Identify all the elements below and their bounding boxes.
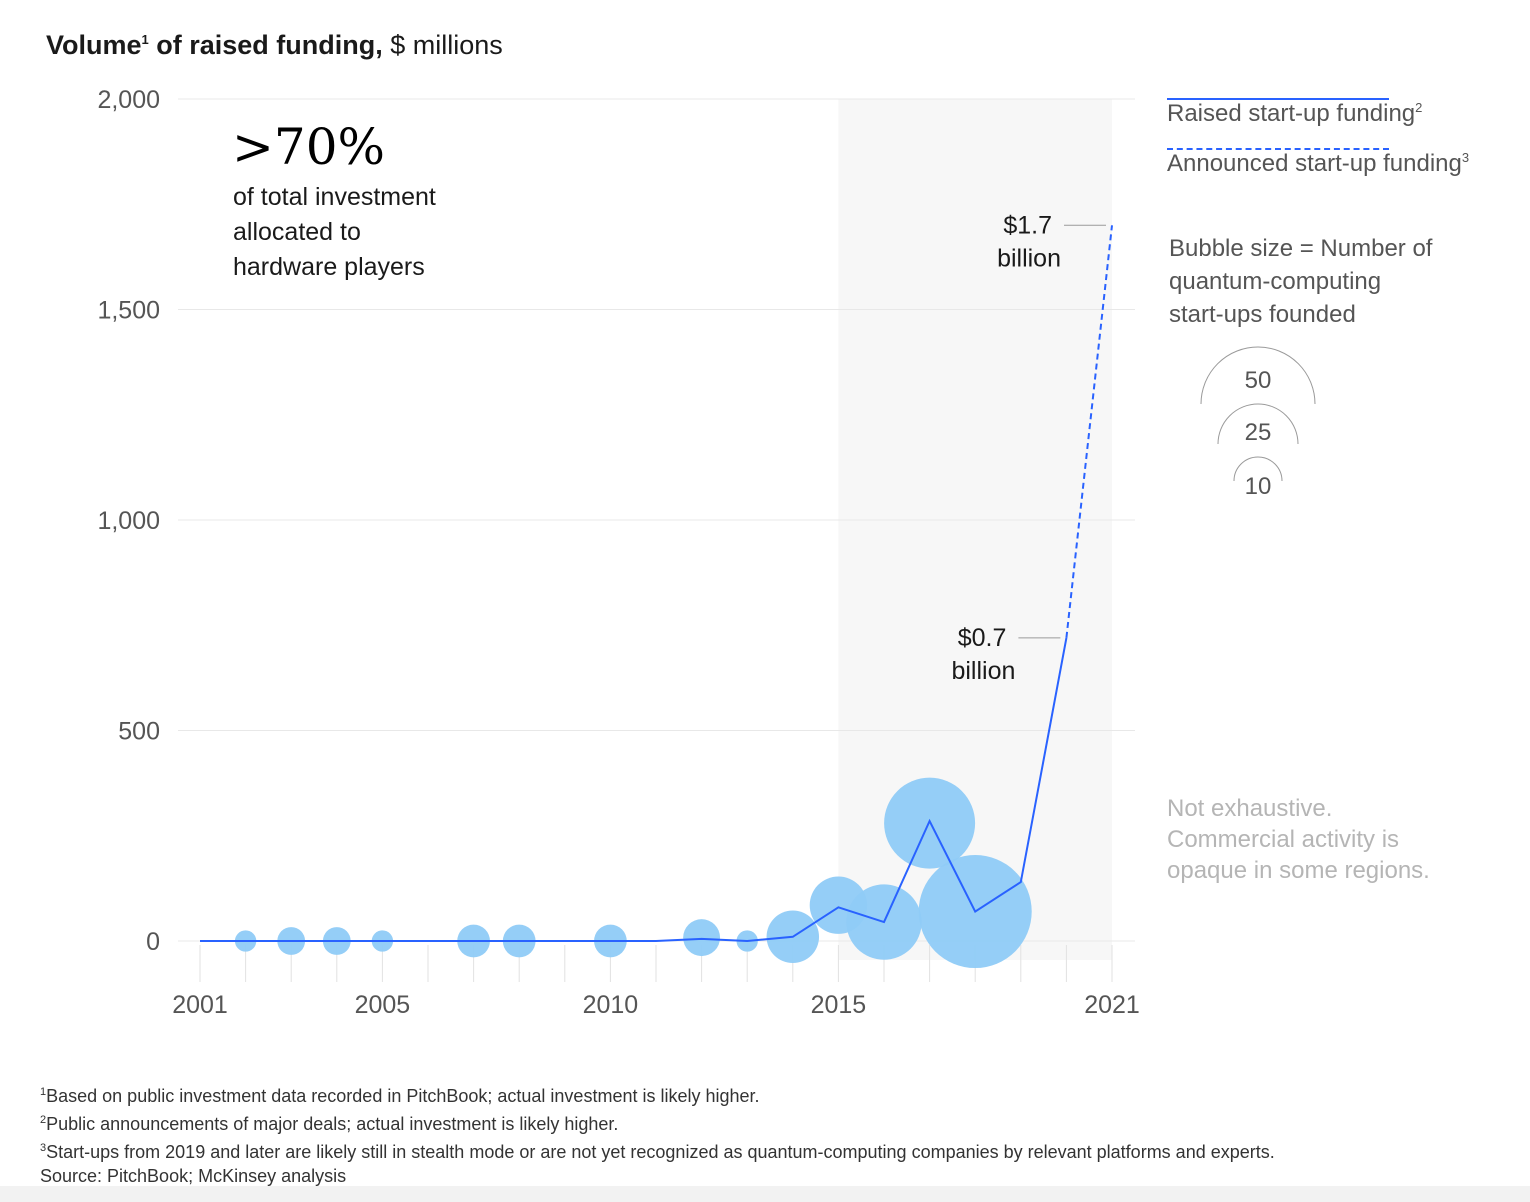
title-unit: $ millions: [382, 30, 503, 60]
y-tick-label: 500: [118, 718, 160, 746]
title-footnote-mark: 1: [141, 32, 149, 47]
callout-line: hardware players: [233, 253, 425, 281]
footnote: 2Public announcements of major deals; ac…: [40, 1108, 1275, 1136]
bubble-title-line: quantum-computing: [1169, 268, 1382, 295]
bubble: [683, 919, 721, 957]
footnote-text: Start-ups from 2019 and later are likely…: [46, 1142, 1275, 1162]
legend-raised-label: Raised start-up funding: [1167, 100, 1416, 127]
footnote: 3Start-ups from 2019 and later are likel…: [40, 1136, 1275, 1164]
footnote-mark: 1: [40, 1086, 47, 1098]
y-tick-label: 1,000: [97, 507, 160, 535]
bubble-legend-arc: [1200, 346, 1316, 405]
footnotes: 1Based on public investment data recorde…: [40, 1080, 1275, 1188]
footnote-mark: 3: [40, 1142, 47, 1154]
legend-announced-label: Announced start-up funding: [1167, 150, 1462, 177]
legend-raised-sup: 2: [1415, 100, 1423, 115]
source-line: Source: PitchBook; McKinsey analysis: [40, 1164, 1275, 1188]
annotation-unit: billion: [951, 657, 1015, 685]
x-tick-label: 2015: [811, 991, 867, 1019]
x-tick-label: 2010: [583, 991, 639, 1019]
footnote-mark: 2: [40, 1114, 47, 1126]
chart-title: Volume1 of raised funding, $ millions: [46, 30, 503, 61]
legend-raised-swatch: [1167, 98, 1389, 100]
title-bold-2: of raised funding,: [148, 30, 383, 60]
legend-announced-sup: 3: [1461, 150, 1470, 165]
bubble-legend-label: 25: [1245, 419, 1272, 446]
note-line: Not exhaustive.: [1167, 795, 1333, 822]
x-tick-label: 2005: [355, 991, 411, 1019]
note-line: Commercial activity is: [1167, 826, 1400, 853]
callout-line: allocated to: [233, 218, 361, 246]
legend-announced-swatch: [1167, 148, 1389, 150]
title-bold: Volume: [46, 30, 142, 60]
callout-percent: >70%: [232, 118, 386, 176]
shaded-period: [838, 99, 1112, 960]
raised-funding-line: [200, 637, 1068, 943]
callout-text: of total investment allocated to hardwar…: [233, 180, 533, 285]
bubble-legend-arc: [1233, 456, 1283, 482]
y-tick-label: 2,000: [97, 86, 160, 114]
y-tick-label: 1,500: [97, 297, 160, 325]
x-tick-label: 2021: [1084, 991, 1140, 1019]
legend-announced: Announced start-up funding3: [1167, 150, 1469, 178]
footnote: 1Based on public investment data recorde…: [40, 1080, 1275, 1108]
x-tick-label: 2001: [172, 991, 228, 1019]
legend-raised: Raised start-up funding2: [1167, 100, 1422, 128]
bubble-legend-label: 50: [1245, 367, 1272, 394]
footnote-text: Public announcements of major deals; act…: [46, 1114, 619, 1134]
bubble-legend-label: 10: [1245, 473, 1272, 500]
annotation-value: $1.7: [1003, 211, 1052, 239]
announced-funding-line: [1065, 225, 1113, 638]
bubble-legend-title: Bubble size = Number of quantum-computin…: [1169, 232, 1489, 331]
annotation-value: $0.7: [958, 624, 1007, 652]
footnote-text: Based on public investment data recorded…: [46, 1086, 760, 1106]
bubble-title-line: start-ups founded: [1169, 301, 1356, 328]
bottom-strip: [0, 1186, 1530, 1202]
note-line: opaque in some regions.: [1167, 857, 1430, 884]
callout-line: of total investment: [233, 183, 436, 211]
bubble-legend-arc: [1217, 403, 1299, 445]
bubble-title-line: Bubble size = Number of: [1169, 235, 1433, 262]
disclaimer-note: Not exhaustive. Commercial activity is o…: [1167, 793, 1487, 886]
source-text: Source: PitchBook; McKinsey analysis: [40, 1166, 347, 1186]
annotation-unit: billion: [997, 244, 1061, 272]
y-tick-label: 0: [146, 928, 160, 956]
